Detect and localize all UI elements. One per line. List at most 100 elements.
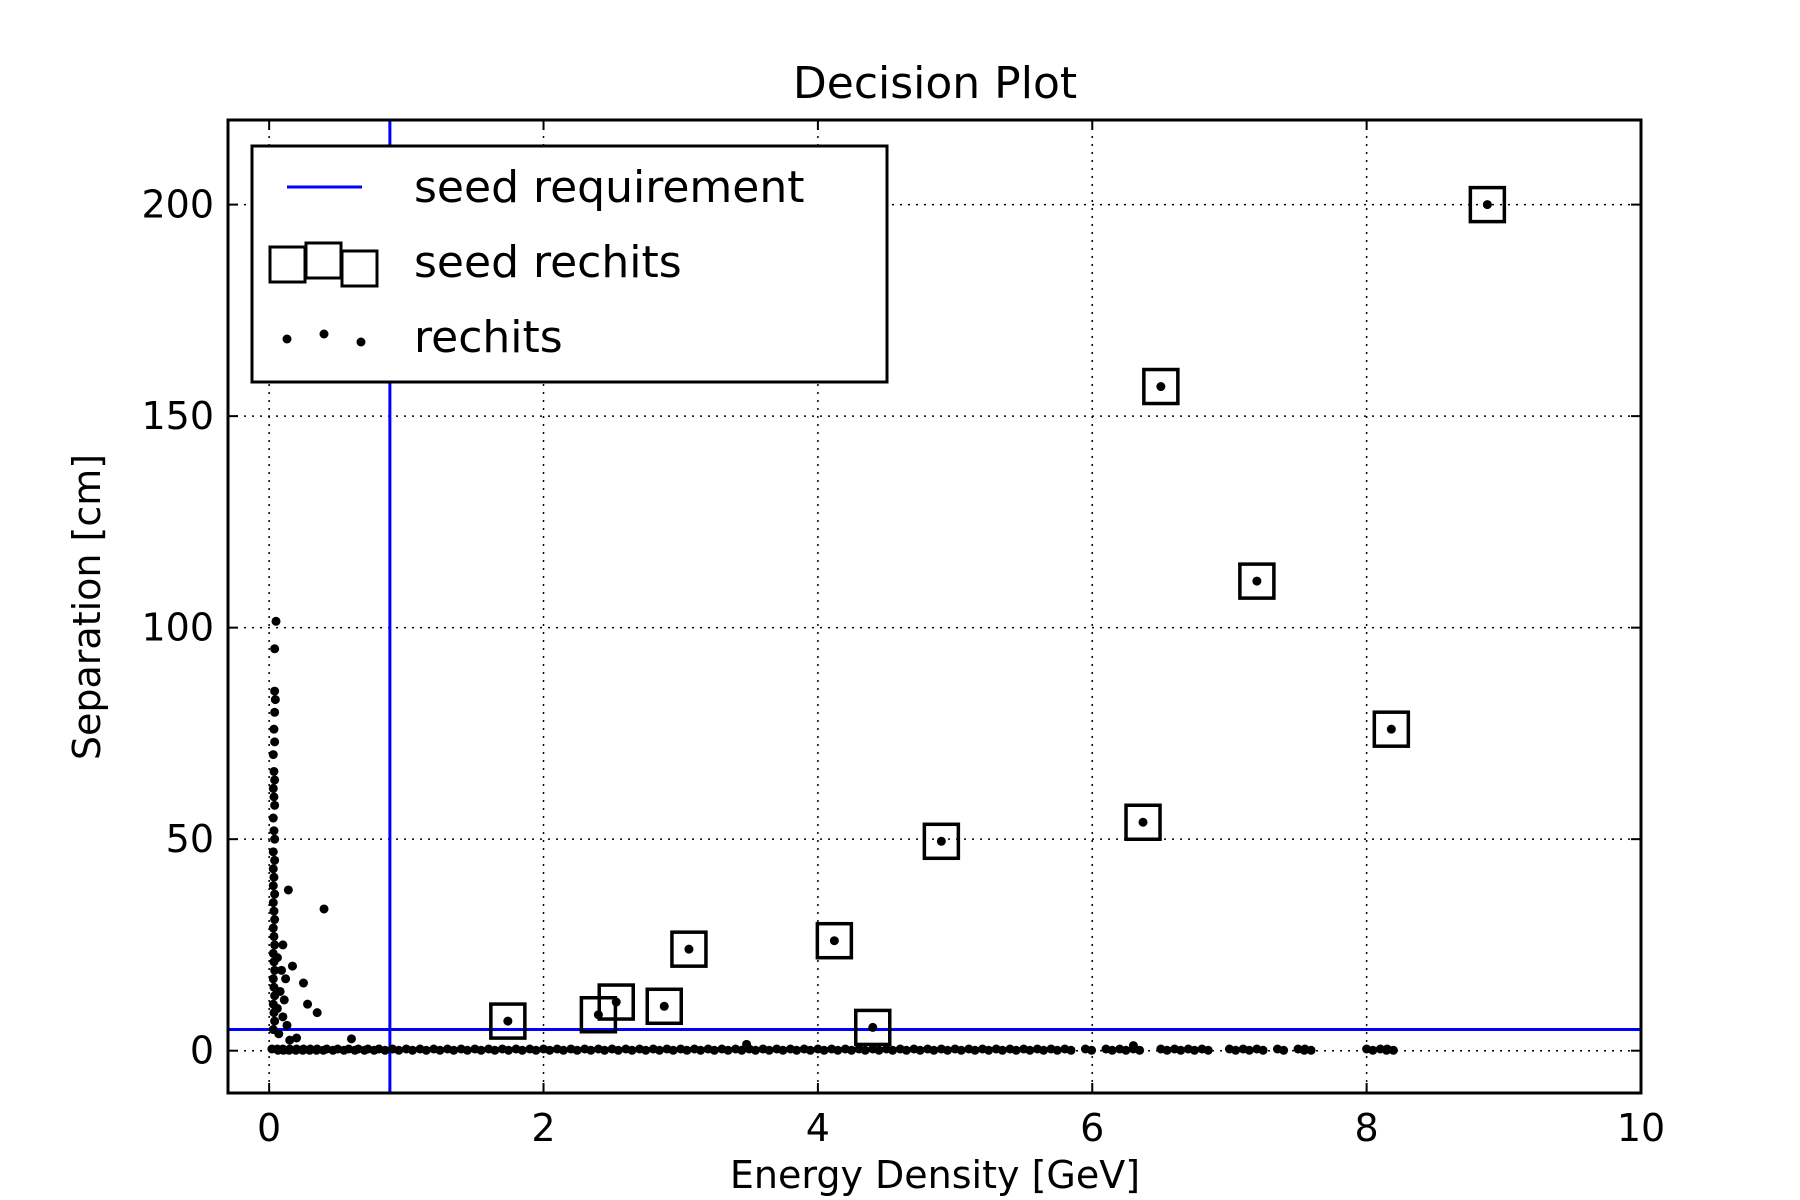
chart-title: Decision Plot (793, 58, 1077, 109)
rechit-point (271, 616, 281, 626)
rechit-point (292, 1033, 302, 1043)
rechit-point (1231, 1045, 1241, 1055)
rechit-point (270, 889, 280, 899)
rechit-point (269, 724, 279, 734)
seed-rechit-point (829, 936, 839, 946)
legend-rechits-swatch-2 (319, 329, 329, 339)
rechit-point (279, 995, 289, 1005)
rechit-point (764, 1045, 774, 1055)
rechit-point (847, 1045, 857, 1055)
rechit-point (668, 1045, 678, 1055)
rechit-point (833, 1045, 843, 1055)
rechit-point (627, 1045, 637, 1055)
rechit-point (270, 1016, 280, 1026)
rechit-point (1025, 1045, 1035, 1055)
seed-rechit-point (503, 1016, 513, 1026)
rechit-point (270, 644, 280, 654)
rechit-point (613, 1045, 623, 1055)
rechit-point (435, 1045, 445, 1055)
rechit-point (709, 1045, 719, 1055)
rechit-point (269, 766, 279, 776)
rechit-point (1121, 1045, 1131, 1055)
rechit-point (269, 872, 279, 882)
seed-rechit-marker (489, 1002, 527, 1040)
rechit-point (270, 940, 280, 950)
rechit-point (269, 792, 279, 802)
rechit-point (303, 999, 313, 1009)
rechit-point (1052, 1045, 1062, 1055)
rechit-point (269, 826, 279, 836)
rechit-point (270, 855, 280, 865)
rechits-points (267, 616, 1398, 1055)
rechit-point (1244, 1045, 1254, 1055)
rechit-point (792, 1045, 802, 1055)
rechit-point (943, 1045, 953, 1055)
rechit-point (346, 1034, 356, 1044)
legend: seed requirement seed rechits rechits (250, 144, 889, 384)
rechit-point (874, 1045, 884, 1055)
seed-rechit-marker (1238, 562, 1276, 600)
rechit-point (285, 1035, 295, 1045)
rechit-point (1087, 1045, 1097, 1055)
rechit-point (1258, 1045, 1268, 1055)
x-tick-label: 0 (257, 1106, 281, 1150)
rechit-point (421, 1045, 431, 1055)
rechit-point (270, 965, 280, 975)
rechit-point (270, 800, 280, 810)
rechit-point (274, 1029, 284, 1039)
y-tick-label: 100 (141, 606, 214, 650)
y-tick-label: 200 (141, 183, 214, 227)
rechit-point (268, 974, 278, 984)
y-axis-label: Separation [cm] (65, 454, 109, 760)
rechit-point (281, 974, 291, 984)
seed-rechit-marker (1372, 710, 1411, 748)
rechit-point (287, 961, 297, 971)
seed-rechit-marker (597, 983, 635, 1021)
seed-rechit-point (868, 1022, 878, 1032)
rechit-point (531, 1045, 541, 1055)
x-tick-label: 6 (1080, 1106, 1104, 1150)
rechit-point (805, 1045, 815, 1055)
rechit-point (956, 1045, 966, 1055)
seed-rechits-markers (489, 185, 1507, 1047)
rechit-point (1176, 1045, 1186, 1055)
x-tick-label: 8 (1355, 1106, 1379, 1150)
rechit-point (1066, 1045, 1076, 1055)
rechit-point (742, 1039, 752, 1049)
rechit-point (750, 1045, 760, 1055)
seed-rechit-marker (815, 921, 854, 960)
rechit-point (270, 737, 280, 747)
x-axis-label: Energy Density [GeV] (730, 1153, 1140, 1197)
rechit-point (408, 1045, 418, 1055)
rechit-point (270, 686, 280, 696)
rechit-point (278, 940, 288, 950)
rechit-point (970, 1045, 980, 1055)
rechit-point (545, 1045, 555, 1055)
rechit-point (1279, 1045, 1289, 1055)
rechit-point (268, 847, 278, 857)
rechit-point (558, 1045, 568, 1055)
seed-rechit-point (659, 1001, 669, 1011)
seed-rechit-marker (854, 1008, 892, 1047)
rechit-point (1128, 1041, 1138, 1051)
rechit-point (312, 1008, 322, 1018)
rechit-point (819, 1045, 829, 1055)
seed-rechit-point (611, 997, 621, 1007)
rechit-point (270, 915, 280, 925)
seed-rechit-marker (1124, 803, 1162, 842)
rechit-point (268, 923, 278, 933)
rechit-point (696, 1045, 706, 1055)
rechit-point (269, 931, 279, 941)
seed-rechit-point (1138, 817, 1148, 827)
rechit-point (278, 1012, 288, 1022)
seed-rechit-point (1386, 724, 1396, 734)
x-tick-label: 4 (806, 1106, 830, 1150)
rechit-point (270, 775, 280, 785)
rechit-point (268, 864, 278, 874)
rechit-point (517, 1045, 527, 1055)
rechit-point (268, 783, 278, 793)
rechit-point (319, 904, 329, 914)
rechit-point (1306, 1045, 1316, 1055)
